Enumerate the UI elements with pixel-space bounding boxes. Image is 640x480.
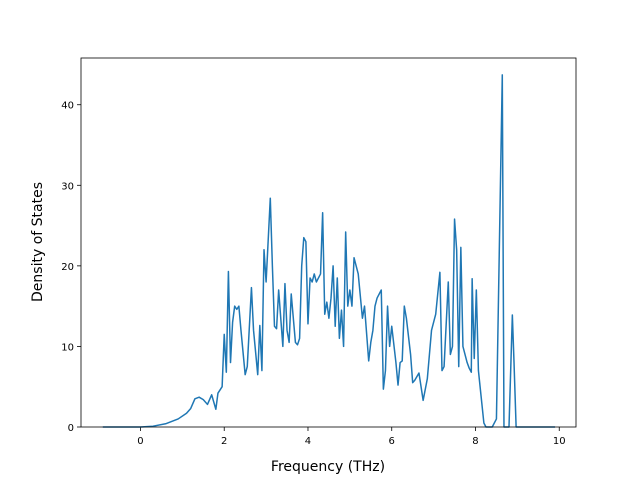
x-tick-label: 10 [553,436,566,447]
x-tick-label: 4 [305,436,311,447]
y-tick-label: 20 [61,262,74,273]
plot-frame [80,57,577,428]
x-axis-label: Frequency (THz) [271,459,385,475]
x-tick-label: 8 [472,436,478,447]
x-tick-label: 6 [389,436,395,447]
y-tick-label: 0 [68,423,74,434]
x-tick-label: 2 [221,436,227,447]
data-line [102,74,556,428]
y-tick-label: 10 [61,342,74,353]
y-axis-label: Density of States [30,182,46,302]
y-tick-label: 30 [61,181,74,192]
y-tick-label: 40 [61,101,74,112]
x-tick-label: 0 [137,436,143,447]
